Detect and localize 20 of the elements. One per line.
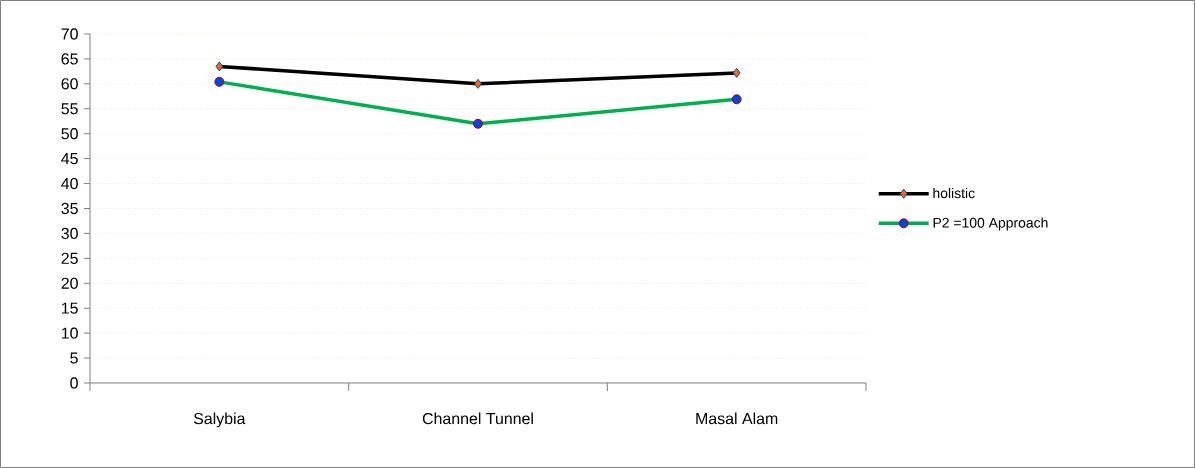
y-tick-label: 35 — [61, 202, 78, 215]
x-tick-label: Salybia — [193, 412, 246, 428]
y-tick-label: 25 — [61, 252, 78, 264]
y-tick-label: 30 — [61, 227, 78, 240]
y-tick-label: 15 — [61, 302, 78, 314]
y-tick-label: 60 — [61, 78, 78, 90]
y-tick-label: 20 — [61, 277, 78, 289]
y-tick-label: 10 — [61, 327, 78, 339]
legend-label: P2 =100 Approach — [933, 217, 1048, 231]
y-tick-label: 50 — [61, 128, 78, 140]
x-tick-label: Channel Tunnel — [422, 412, 533, 425]
y-tick-label: 55 — [61, 103, 78, 115]
y-tick-label: 40 — [61, 177, 78, 190]
y-tick-label: 0 — [70, 377, 78, 389]
y-tick-label: 45 — [61, 153, 78, 165]
x-tick-label: Masal Alam — [696, 412, 778, 425]
legend-label: holistic — [933, 187, 975, 199]
y-tick-label: 70 — [61, 28, 78, 40]
y-tick-label: 65 — [61, 53, 78, 65]
y-tick-label: 5 — [70, 352, 78, 364]
